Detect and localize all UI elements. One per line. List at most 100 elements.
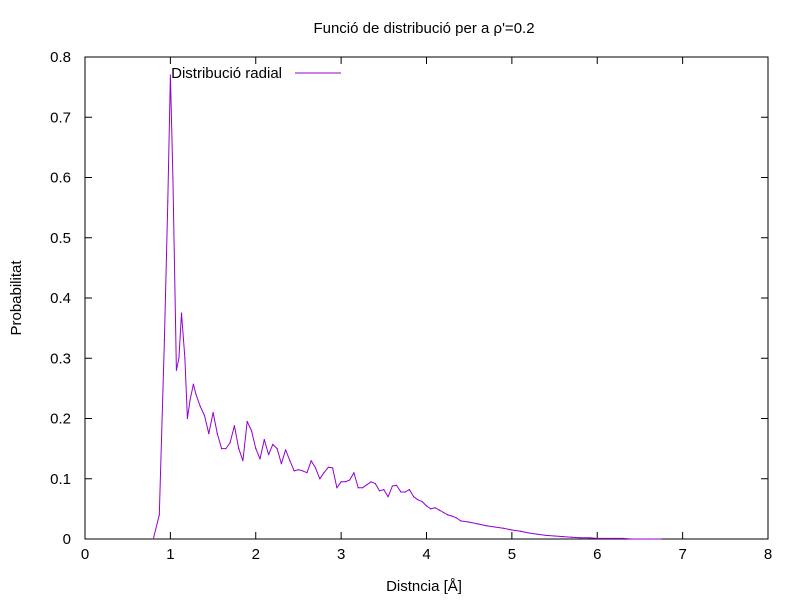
x-tick-label: 8 (764, 546, 772, 563)
data-point (477, 523, 479, 525)
data-point (332, 467, 334, 469)
data-point (259, 458, 261, 460)
data-point (255, 448, 257, 450)
data-point (233, 425, 235, 427)
data-point (336, 487, 338, 489)
data-point (408, 489, 410, 491)
data-point (319, 478, 321, 480)
y-tick-label: 0.3 (50, 350, 71, 367)
data-point (175, 369, 177, 371)
data-point (357, 487, 359, 489)
data-point (605, 537, 607, 540)
data-point (349, 479, 351, 481)
data-point (208, 433, 210, 435)
data-point (596, 537, 598, 540)
x-tick-label: 5 (508, 546, 516, 563)
data-point (391, 485, 393, 487)
data-point (588, 537, 590, 539)
data-point (189, 399, 191, 401)
x-tick-label: 6 (593, 546, 601, 563)
data-point (468, 521, 470, 523)
data-point (387, 496, 389, 498)
data-point (280, 463, 282, 465)
data-point (502, 527, 504, 529)
data-point (400, 491, 402, 493)
data-point (180, 312, 183, 314)
data-point (404, 491, 406, 493)
x-tick-label: 3 (337, 546, 345, 563)
y-tick-label: 0.8 (50, 49, 71, 66)
data-point (302, 470, 304, 472)
y-tick-label: 0.7 (50, 109, 71, 126)
data-point (169, 74, 171, 76)
data-point (647, 538, 650, 540)
data-point (203, 414, 206, 417)
data-point (186, 417, 188, 420)
data-point (613, 537, 615, 540)
data-point (216, 433, 218, 435)
data-point (306, 472, 308, 474)
y-tick-label: 0 (63, 531, 71, 548)
data-point (660, 538, 662, 540)
legend: Distribució radial (171, 65, 341, 82)
data-point (250, 430, 253, 432)
data-point (511, 529, 513, 531)
data-point (460, 520, 462, 522)
y-tick-label: 0.5 (50, 230, 71, 247)
data-point (443, 511, 445, 514)
data-point (229, 442, 231, 444)
data-point (158, 514, 160, 516)
data-point (374, 483, 376, 485)
data-point (413, 496, 415, 498)
data-point (639, 538, 641, 540)
data-point (225, 448, 227, 450)
data-point (622, 537, 624, 540)
data-point (417, 499, 419, 501)
x-tick-label: 0 (81, 546, 89, 563)
y-axis-label: Probabilitat (8, 260, 25, 336)
data-point (212, 411, 214, 414)
data-point (562, 536, 564, 538)
data-point (327, 466, 329, 468)
y-tick-label: 0.6 (50, 170, 71, 187)
data-point (430, 508, 432, 510)
data-point (383, 489, 385, 491)
data-point (263, 439, 265, 441)
x-tick-label: 7 (678, 546, 686, 563)
data-point (434, 507, 436, 509)
data-point (192, 383, 194, 385)
x-axis-label: Distncia [Å] (386, 578, 462, 595)
x-tick-label: 1 (166, 546, 174, 563)
x-tick-label: 2 (252, 546, 260, 563)
data-point (353, 472, 355, 474)
data-point (163, 339, 165, 341)
data-point (272, 443, 274, 445)
data-point (370, 481, 372, 483)
data-point (536, 533, 539, 535)
data-point (545, 534, 547, 537)
x-tick-label: 4 (422, 546, 430, 563)
y-tick-label: 0.1 (50, 471, 71, 488)
data-point (519, 530, 522, 532)
legend-label: Distribució radial (171, 65, 282, 82)
data-point (323, 472, 325, 474)
data-point (455, 517, 457, 519)
data-point (421, 501, 423, 503)
data-point (344, 481, 346, 483)
data-point (246, 420, 248, 423)
data-point (451, 515, 453, 517)
data-point (528, 532, 530, 534)
data-point (494, 526, 496, 528)
data-point (195, 393, 197, 395)
data-point (485, 525, 487, 527)
data-point (293, 470, 295, 472)
data-point (297, 469, 299, 471)
data-point (447, 514, 449, 516)
data-point (285, 449, 287, 451)
data-point (184, 357, 186, 359)
data-point (268, 454, 270, 456)
data-point (167, 201, 169, 203)
data-point (579, 537, 581, 539)
data-point (276, 448, 278, 450)
